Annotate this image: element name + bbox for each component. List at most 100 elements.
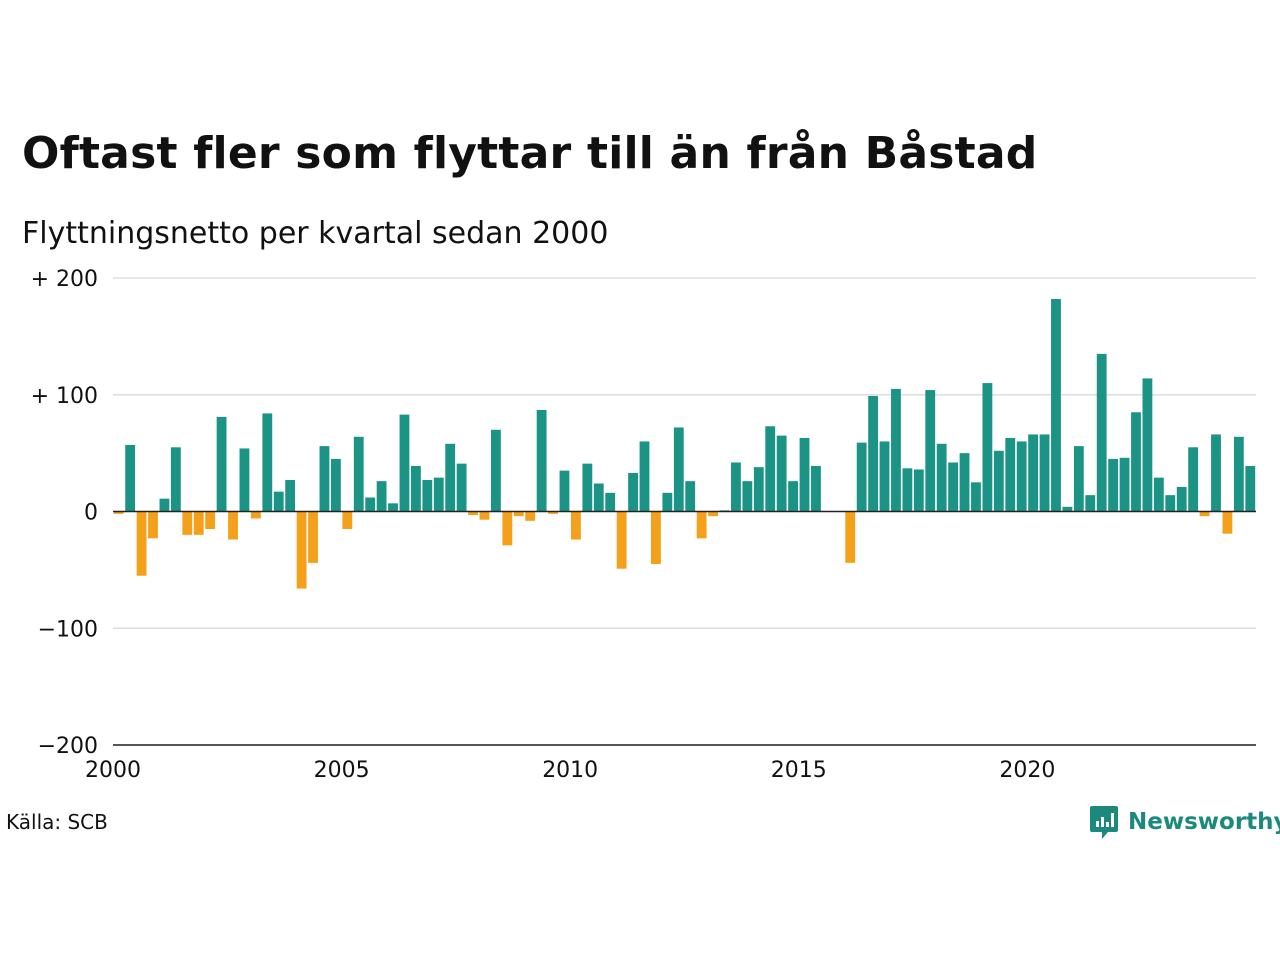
bar — [811, 465, 821, 512]
bar — [1051, 299, 1061, 512]
bar — [170, 447, 181, 512]
bar — [342, 511, 353, 530]
bar — [605, 492, 616, 512]
bar — [948, 462, 959, 512]
bar — [536, 409, 547, 512]
bar — [845, 511, 856, 563]
bar — [353, 436, 364, 512]
bar — [250, 511, 261, 519]
x-tick-label: 2005 — [314, 758, 370, 783]
x-tick-label: 2020 — [999, 758, 1055, 783]
bar — [765, 426, 776, 512]
bar — [696, 511, 707, 539]
bar — [902, 468, 913, 512]
bar — [193, 511, 204, 535]
bars — [113, 299, 1256, 589]
bar — [502, 511, 513, 546]
bar — [971, 482, 981, 512]
bar — [308, 511, 318, 563]
bar — [1028, 434, 1039, 512]
bar — [205, 511, 216, 530]
bar — [113, 511, 124, 514]
bar — [1062, 506, 1073, 512]
bar — [239, 448, 250, 512]
bar — [685, 481, 696, 512]
bar — [433, 477, 444, 512]
bar — [399, 414, 410, 512]
bar — [1039, 434, 1050, 512]
bar — [1096, 353, 1107, 512]
brand-name: Newsworthy — [1128, 809, 1280, 835]
bar — [628, 472, 638, 512]
bar — [136, 511, 147, 576]
bar — [868, 395, 879, 512]
y-tick-label: + 200 — [31, 267, 98, 292]
bar — [273, 491, 284, 512]
bar — [479, 511, 490, 520]
bar — [182, 511, 193, 535]
bar — [376, 481, 387, 512]
bar — [422, 479, 433, 512]
bar — [1176, 486, 1187, 512]
bar — [159, 498, 170, 512]
bar — [856, 442, 867, 512]
bar — [753, 467, 764, 512]
newsworthy-chart-logo-icon — [1090, 806, 1118, 839]
bar — [742, 481, 753, 512]
bar — [216, 416, 227, 512]
bar — [228, 511, 238, 540]
bar — [410, 465, 421, 512]
bar — [708, 511, 718, 517]
y-tick-label: 0 — [84, 501, 98, 526]
bar — [125, 444, 136, 512]
bar — [1108, 458, 1119, 512]
x-tick-label: 2010 — [542, 758, 598, 783]
y-tick-label: −100 — [38, 617, 98, 642]
bar — [148, 511, 158, 539]
bar — [1188, 447, 1199, 512]
y-tick-label: −200 — [38, 734, 98, 759]
bar — [525, 511, 536, 521]
bar — [913, 469, 924, 512]
bar — [1245, 465, 1256, 512]
bar — [1119, 457, 1130, 512]
bar — [673, 427, 684, 512]
bar — [993, 450, 1004, 512]
bar — [1222, 511, 1233, 534]
bar — [1153, 477, 1164, 512]
bar — [639, 441, 650, 512]
brand-logo[interactable]: Newsworthy — [1088, 804, 1280, 840]
bar — [1199, 511, 1210, 517]
bar — [1233, 436, 1244, 512]
bar — [559, 470, 570, 512]
bar — [1085, 495, 1096, 512]
bar — [1142, 378, 1153, 512]
bar — [662, 492, 673, 512]
bar — [982, 383, 993, 512]
bar — [365, 497, 376, 512]
bar — [296, 511, 307, 589]
bar — [468, 511, 478, 515]
x-tick-label: 2000 — [85, 758, 141, 783]
bar — [788, 481, 798, 512]
bar — [319, 446, 330, 512]
bar — [593, 483, 604, 512]
bar — [1005, 437, 1016, 512]
y-tick-label: + 100 — [31, 384, 98, 409]
bar — [456, 463, 467, 512]
bar — [776, 435, 787, 512]
axes — [113, 510, 1256, 746]
bar — [1211, 434, 1221, 512]
bar — [388, 503, 398, 512]
bar — [936, 443, 947, 512]
chart-subtitle: Flyttningsnetto per kvartal sedan 2000 — [22, 216, 609, 251]
bar — [548, 511, 558, 514]
bar — [330, 458, 341, 512]
bar — [445, 443, 456, 512]
bar — [1131, 412, 1141, 512]
chart-title: Oftast fler som flyttar till än från Bås… — [22, 128, 1038, 179]
bar — [571, 511, 581, 540]
bar — [959, 453, 970, 512]
